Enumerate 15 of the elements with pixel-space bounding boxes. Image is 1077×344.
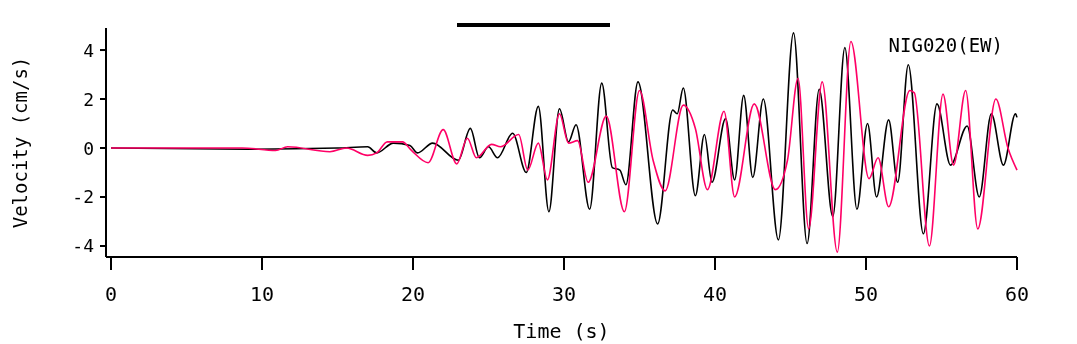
x-axis-title: Time (s) (513, 319, 610, 343)
x-tick-label: 0 (104, 282, 118, 306)
x-tick-label: 20 (400, 282, 426, 306)
annotation: NIG020(EW) (888, 34, 1003, 56)
x-tick-label: 10 (249, 282, 275, 306)
y-tick-label: -2 (72, 186, 94, 208)
x-tick-label: 40 (702, 282, 728, 306)
x-tick-label: 30 (551, 282, 577, 306)
y-tick-label: 2 (83, 88, 94, 110)
y-tick-label: -4 (72, 235, 94, 257)
x-tick-label: 50 (853, 282, 879, 306)
y-axis-title: Velocity (cm/s) (9, 56, 31, 229)
y-tick-label: 4 (83, 39, 94, 61)
x-tick-label: 60 (1004, 282, 1030, 306)
y-tick-label: 0 (83, 137, 94, 159)
